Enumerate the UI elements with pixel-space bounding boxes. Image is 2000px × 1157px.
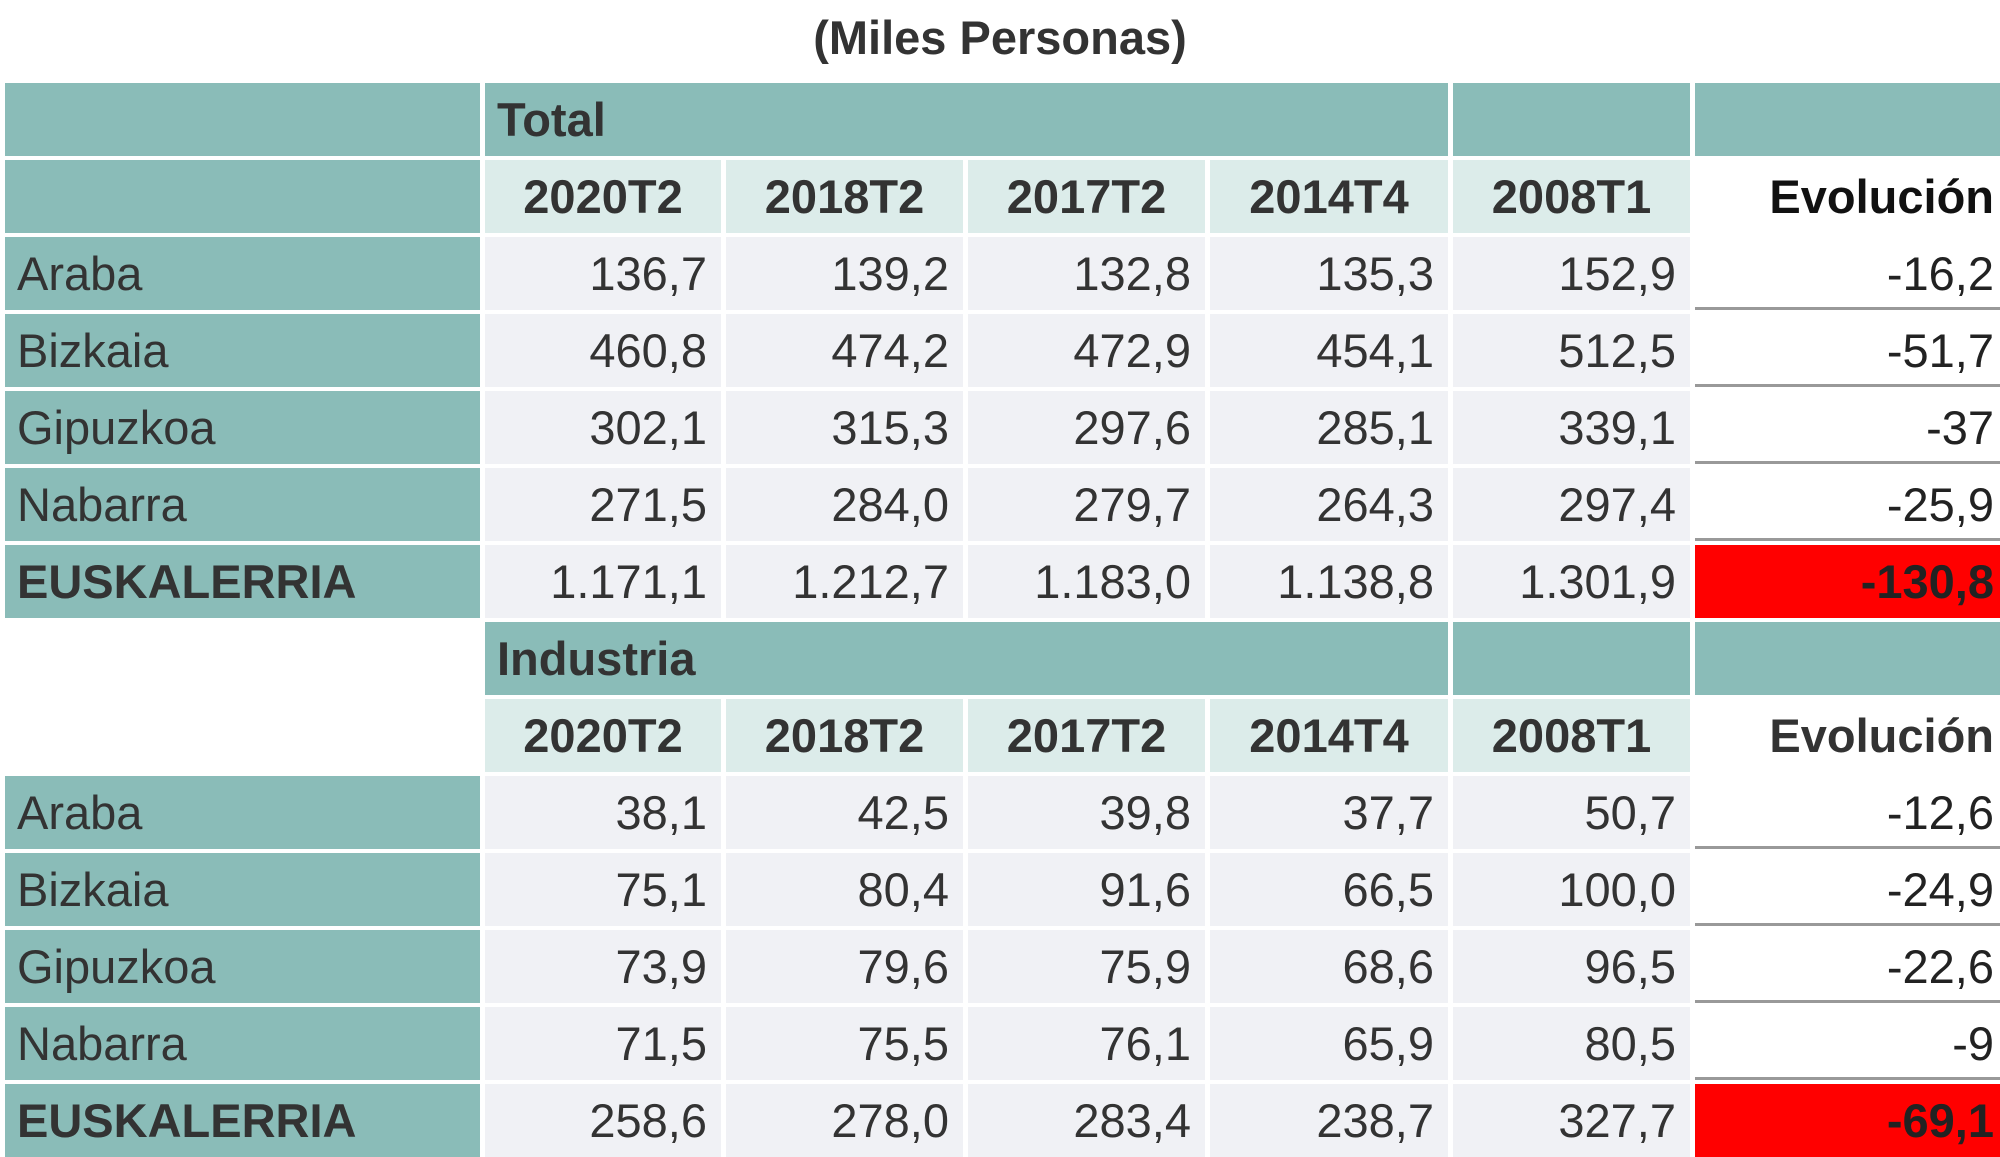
value-cell: 37,7 [1210,776,1448,849]
value-cell: 297,6 [968,391,1205,464]
value-cell: 100,0 [1453,853,1690,926]
row-label: Nabarra [5,1007,480,1080]
row-header-cell [5,160,480,233]
value-cell: 284,0 [726,468,963,541]
column-header: 2008T1 [1453,160,1690,233]
row-label: EUSKALERRIA [5,545,480,618]
evolution-cell: -12,6 [1695,776,2000,849]
value-cell: 152,9 [1453,237,1690,310]
header-cell [1453,622,1690,695]
value-cell: 1.301,9 [1453,545,1690,618]
value-cell: 135,3 [1210,237,1448,310]
evolution-cell: -22,6 [1695,930,2000,1003]
row-header-cell [5,83,480,156]
value-cell: 1.183,0 [968,545,1205,618]
value-cell: 139,2 [726,237,963,310]
value-cell: 80,5 [1453,1007,1690,1080]
value-cell: 91,6 [968,853,1205,926]
row-label: Gipuzkoa [5,930,480,1003]
evolution-cell: -24,9 [1695,853,2000,926]
value-cell: 279,7 [968,468,1205,541]
column-header: 2018T2 [726,699,963,772]
value-cell: 264,3 [1210,468,1448,541]
value-cell: 472,9 [968,314,1205,387]
value-cell: 297,4 [1453,468,1690,541]
row-label: Araba [5,776,480,849]
value-cell: 1.171,1 [485,545,721,618]
value-cell: 460,8 [485,314,721,387]
row-label: Nabarra [5,468,480,541]
evolution-cell: -37 [1695,391,2000,464]
value-cell: 73,9 [485,930,721,1003]
row-label: EUSKALERRIA [5,1084,480,1157]
value-cell: 68,6 [1210,930,1448,1003]
value-cell: 76,1 [968,1007,1205,1080]
evolution-cell: -9 [1695,1007,2000,1080]
column-header: 2020T2 [485,160,721,233]
value-cell: 136,7 [485,237,721,310]
value-cell: 42,5 [726,776,963,849]
evolution-cell: -16,2 [1695,237,2000,310]
evolution-cell: -130,8 [1695,545,2000,618]
value-cell: 474,2 [726,314,963,387]
value-cell: 80,4 [726,853,963,926]
row-label: Araba [5,237,480,310]
evolution-cell: -51,7 [1695,314,2000,387]
evolution-header: Evolución [1695,160,2000,233]
column-header: 2020T2 [485,699,721,772]
evolution-header: Evolución [1695,699,2000,772]
value-cell: 512,5 [1453,314,1690,387]
row-label: Bizkaia [5,853,480,926]
evolution-cell: -25,9 [1695,468,2000,541]
header-cell [1453,83,1690,156]
column-header: 2017T2 [968,160,1205,233]
value-cell: 283,4 [968,1084,1205,1157]
evolution-cell: -69,1 [1695,1084,2000,1157]
value-cell: 132,8 [968,237,1205,310]
value-cell: 75,9 [968,930,1205,1003]
value-cell: 454,1 [1210,314,1448,387]
value-cell: 285,1 [1210,391,1448,464]
value-cell: 39,8 [968,776,1205,849]
value-cell: 75,5 [726,1007,963,1080]
value-cell: 278,0 [726,1084,963,1157]
value-cell: 327,7 [1453,1084,1690,1157]
value-cell: 315,3 [726,391,963,464]
table-title: (Miles Personas) [813,11,1187,64]
column-header: 2018T2 [726,160,963,233]
value-cell: 50,7 [1453,776,1690,849]
value-cell: 66,5 [1210,853,1448,926]
row-header-cell [5,699,480,772]
row-label: Gipuzkoa [5,391,480,464]
header-cell [1695,622,2000,695]
row-header-cell [5,622,480,695]
value-cell: 258,6 [485,1084,721,1157]
value-cell: 271,5 [485,468,721,541]
value-cell: 71,5 [485,1007,721,1080]
column-header: 2017T2 [968,699,1205,772]
value-cell: 1.138,8 [1210,545,1448,618]
value-cell: 302,1 [485,391,721,464]
value-cell: 38,1 [485,776,721,849]
column-header: 2008T1 [1453,699,1690,772]
header-cell [1695,83,2000,156]
section-name: Total [485,83,1448,156]
value-cell: 79,6 [726,930,963,1003]
column-header: 2014T4 [1210,160,1448,233]
column-header: 2014T4 [1210,699,1448,772]
value-cell: 65,9 [1210,1007,1448,1080]
value-cell: 75,1 [485,853,721,926]
value-cell: 238,7 [1210,1084,1448,1157]
value-cell: 339,1 [1453,391,1690,464]
value-cell: 1.212,7 [726,545,963,618]
row-label: Bizkaia [5,314,480,387]
value-cell: 96,5 [1453,930,1690,1003]
section-name: Industria [485,622,1448,695]
